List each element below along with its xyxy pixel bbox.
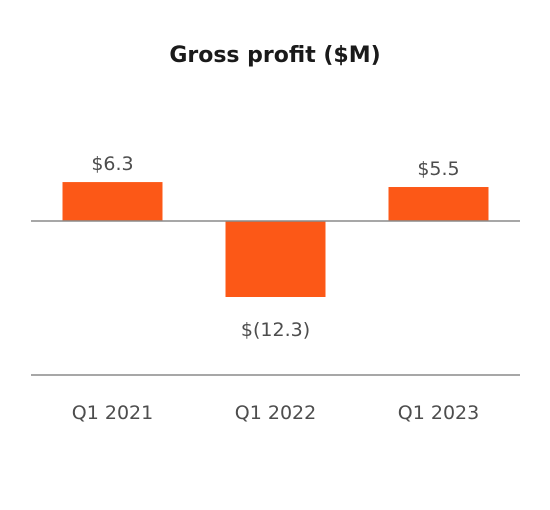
x-tick-label: Q1 2023 <box>398 402 479 424</box>
data-label: $5.5 <box>417 158 459 180</box>
bars-group <box>62 182 489 297</box>
x-tick-label: Q1 2021 <box>72 402 153 424</box>
bar-q1-2023 <box>388 187 489 221</box>
x-tick-labels-group: Q1 2021 Q1 2022 Q1 2023 <box>72 402 479 424</box>
data-labels-group: $6.3 $(12.3) $5.5 <box>91 153 459 341</box>
data-label: $6.3 <box>91 153 133 175</box>
data-label: $(12.3) <box>241 319 310 341</box>
bar-q1-2021 <box>62 182 163 221</box>
x-tick-label: Q1 2022 <box>235 402 316 424</box>
bar-q1-2022 <box>225 221 326 297</box>
chart-title: Gross profit ($M) <box>169 43 380 68</box>
